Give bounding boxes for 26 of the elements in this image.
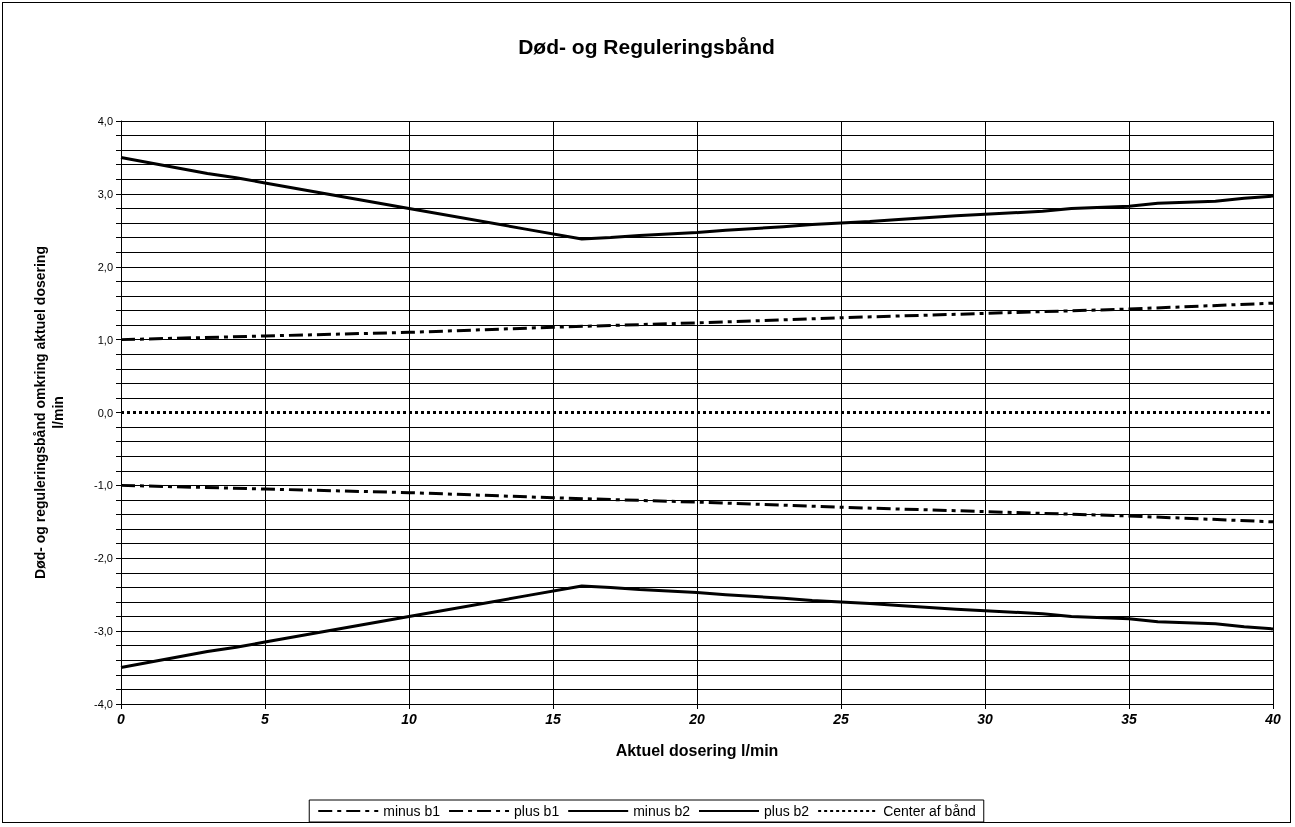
y-tick-label: 0,0 (97, 406, 113, 419)
legend-label: minus b2 (633, 803, 691, 819)
x-tick-label: 40 (1264, 711, 1281, 727)
legend-label: plus b1 (514, 803, 560, 819)
x-tick-label: 5 (261, 711, 270, 727)
x-tick-label: 20 (688, 711, 705, 727)
y-tick-label: 3,0 (97, 187, 113, 200)
x-axis-title: Aktuel dosering l/min (615, 741, 779, 759)
y-tick-label: -1,0 (94, 479, 113, 492)
y-axis-title: Død- og reguleringsbånd omkring aktuel dosering l/min (32, 246, 66, 579)
y-tick-label: -4,0 (94, 698, 113, 710)
x-tick-label: 0 (117, 711, 126, 727)
y-tick-label: 2,0 (97, 260, 113, 273)
x-tick-label: 15 (545, 711, 561, 727)
x-tick-label: 10 (401, 711, 417, 727)
y-tick-label: -3,0 (94, 625, 113, 638)
legend-label: Center af bånd (883, 803, 976, 819)
y-tick-label: -2,0 (94, 552, 113, 565)
x-tick-label: 25 (832, 711, 849, 727)
x-tick-label: 35 (1121, 711, 1137, 727)
legend-label: minus b1 (383, 803, 441, 819)
legend-label: plus b2 (764, 803, 810, 819)
y-tick-label: 1,0 (97, 333, 113, 346)
x-tick-label: 30 (977, 711, 993, 727)
y-tick-label: 4,0 (97, 115, 113, 127)
chart-title: Død- og Reguleringsbånd (518, 35, 775, 58)
